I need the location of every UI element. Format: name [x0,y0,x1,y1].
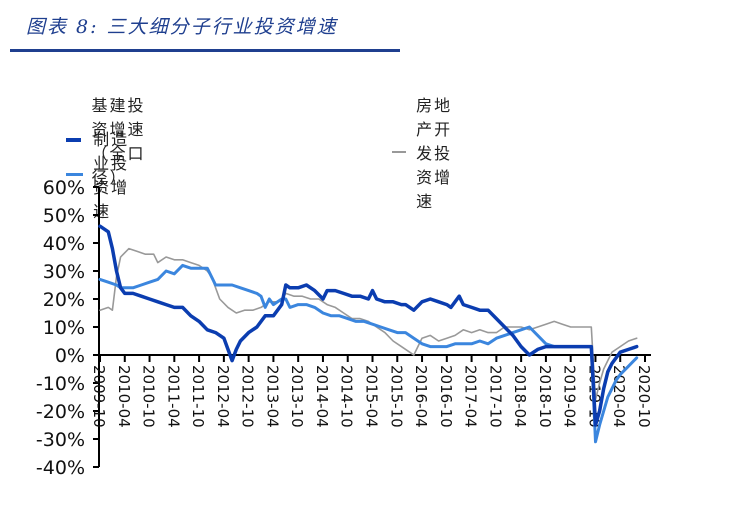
y-tick-label: 0% [55,345,85,367]
x-tick-label: 2020-10 [635,365,653,428]
legend-swatch-infrastructure [66,138,82,142]
x-tick-label: 2012-10 [239,365,257,428]
x-tick-label: 2016-04 [412,365,430,428]
x-tick-label: 2013-04 [263,365,281,428]
x-tick-label: 2009-10 [90,365,108,428]
legend-item-real-estate: 房地产开发投资增速 [392,92,466,212]
x-tick-label: 2019-04 [561,365,579,428]
x-tick-label: 2018-10 [536,365,554,428]
x-tick-label: 2012-04 [214,365,232,428]
y-tick-label: -10% [36,373,85,395]
y-tick-label: 60% [43,177,85,199]
title-underline [10,49,400,52]
series-lines [98,224,639,444]
y-tick-label: 20% [43,289,85,311]
legend-swatch-manufacturing [66,172,84,176]
x-tick-label: 2010-10 [140,365,158,428]
x-tick-label: 2011-04 [164,365,182,428]
x-tick-label: 2018-04 [511,365,529,428]
legend-swatch-real-estate [392,151,407,153]
y-tick-label: -40% [36,457,85,479]
x-axis: 2009-10 2010-04 2010-10 2011-04 2011-10 2012-… [90,354,653,428]
legend-item-infrastructure: 基建投资增速（全口径） [66,92,158,188]
x-tick-label: 2014-04 [313,365,331,428]
y-tick-label: -20% [36,401,85,423]
x-tick-label: 2010-04 [115,365,133,428]
legend-item-manufacturing: 制造业投资增速 [66,126,140,222]
y-tick-label: 10% [43,317,85,339]
x-tick-label: 2015-10 [387,365,405,428]
legend-label-manufacturing: 制造业投资增速 [93,130,130,221]
y-tick-label: 30% [43,261,85,283]
x-tick-label: 2017-10 [486,365,504,428]
x-tick-label: 2016-10 [437,365,455,428]
y-axis: 60% 50% 40% 30% 20% 10% 0% -10% -20% -30% -40% [36,177,100,479]
legend-label-infrastructure: 基建投资增速（全口径） [91,96,146,187]
x-tick-label: 2017-04 [462,365,480,428]
y-tick-label: 40% [43,233,85,255]
chart-title: 图表 8: 三大细分子行业投资增速 [26,16,338,38]
x-tick-label: 2015-04 [363,365,381,428]
x-tick-label: 2013-10 [288,365,306,428]
series-line-infrastructure [98,224,639,427]
x-tick-label: 2011-10 [189,365,207,428]
x-tick-label: 2014-10 [338,365,356,428]
y-tick-label: 50% [43,205,85,227]
legend-label-real-estate: 房地产开发投资增速 [416,96,453,211]
y-tick-label: -30% [36,429,85,451]
